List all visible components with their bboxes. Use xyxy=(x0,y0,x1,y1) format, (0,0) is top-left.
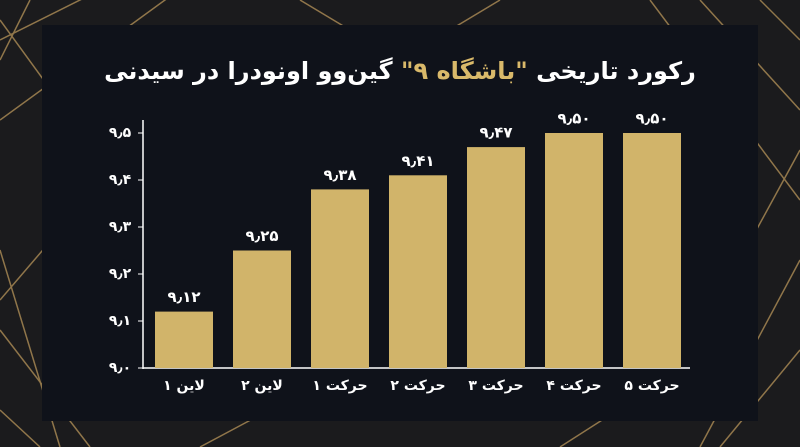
value-label: ۹٫۵۰ xyxy=(557,110,590,128)
x-tick-label: حرکت ۳ xyxy=(468,378,523,394)
y-tick-label: ۹٫۵ xyxy=(109,125,132,141)
bar xyxy=(155,311,213,368)
x-tick-label: حرکت ۱ xyxy=(312,378,367,394)
y-tick-label: ۹٫۴ xyxy=(109,172,132,188)
value-label: ۹٫۱۲ xyxy=(167,288,200,306)
bar xyxy=(545,133,603,368)
value-label: ۹٫۳۸ xyxy=(323,166,356,184)
bar xyxy=(389,175,447,368)
title-part: رکورد تاریخی xyxy=(528,57,696,85)
value-label: ۹٫۴۷ xyxy=(479,124,512,142)
y-tick-label: ۹٫۲ xyxy=(109,266,132,282)
bar xyxy=(623,133,681,368)
chart-title: رکورد تاریخی "باشگاه ۹" گین‌وو اونودرا د… xyxy=(104,57,696,85)
bar xyxy=(311,189,369,368)
x-tick-label: لاین ۲ xyxy=(241,378,283,394)
y-tick-label: ۹٫۰ xyxy=(109,360,131,376)
value-label: ۹٫۴۱ xyxy=(401,152,434,170)
title-part: گین‌وو اونودرا در سیدنی xyxy=(104,57,401,85)
x-tick-label: حرکت ۲ xyxy=(390,378,445,394)
x-tick-label: حرکت ۴ xyxy=(546,378,601,394)
bar xyxy=(233,250,291,368)
title-part: "باشگاه ۹" xyxy=(401,57,528,85)
value-label: ۹٫۵۰ xyxy=(635,110,668,128)
y-tick-label: ۹٫۱ xyxy=(109,313,131,329)
x-tick-label: حرکت ۵ xyxy=(624,378,679,394)
x-tick-label: لاین ۱ xyxy=(163,378,205,394)
value-label: ۹٫۲۵ xyxy=(245,227,278,245)
bar xyxy=(467,147,525,368)
y-tick-label: ۹٫۳ xyxy=(109,219,132,235)
